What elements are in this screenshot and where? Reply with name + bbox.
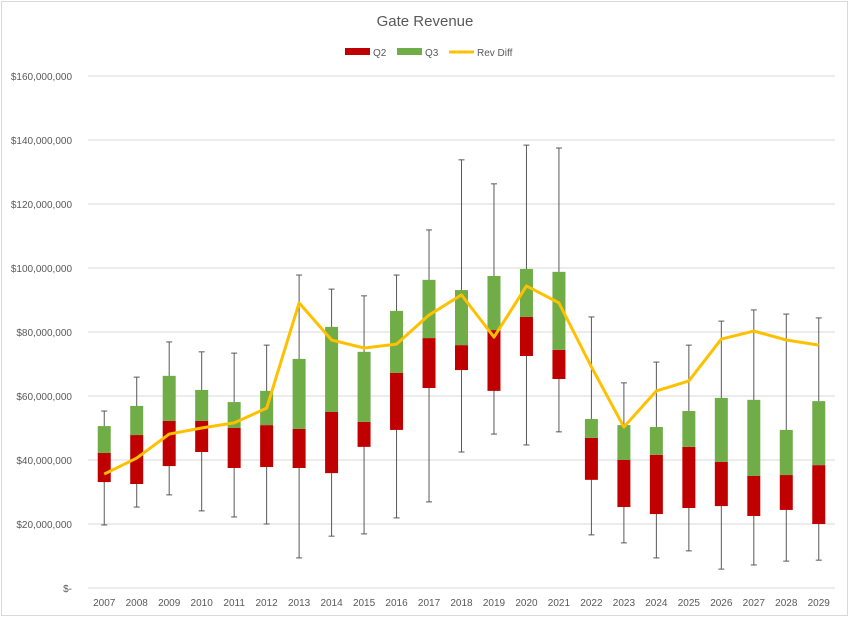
x-tick-label: 2022 [580,598,603,609]
box-q3 [195,389,209,421]
x-tick-label: 2010 [191,598,214,609]
x-tick-label: 2007 [93,598,116,609]
box-q2 [97,452,111,483]
y-tick-label: $80,000,000 [16,328,72,339]
legend-label-rev-diff: Rev Diff [477,48,513,59]
box-q3 [649,427,663,455]
box-q3 [812,401,826,466]
box-q3 [682,411,696,447]
chart-title: Gate Revenue [377,13,474,30]
y-tick-label: $120,000,000 [11,200,73,211]
box-q2 [292,428,306,468]
box-q3 [779,429,793,476]
box-q3 [97,426,111,453]
x-tick-label: 2012 [256,598,279,609]
legend: Q2 Q3 Rev Diff [345,48,513,59]
x-tick-label: 2009 [158,598,181,609]
x-tick-label: 2020 [515,598,538,609]
box-q2 [227,428,241,468]
x-tick-label: 2021 [548,598,571,609]
box-q3 [617,425,631,460]
box-q3 [455,290,468,346]
legend-swatch-q3 [397,48,422,55]
box-q2 [552,349,566,380]
box-q2 [812,465,826,524]
y-tick-label: $100,000,000 [11,264,73,275]
box-q2 [162,420,176,467]
y-tick-label: $20,000,000 [16,520,72,531]
box-q3 [747,399,761,476]
box-q3 [584,419,598,438]
box-q2 [260,425,274,468]
legend-label-q2: Q2 [373,48,387,59]
box-q3 [487,276,501,331]
y-tick-label: $160,000,000 [11,72,73,83]
box-q2 [747,476,761,516]
box-q3 [519,268,533,317]
box-q2 [584,437,598,480]
x-tick-label: 2029 [808,598,831,609]
y-tick-label: $- [63,584,72,595]
x-tick-label: 2014 [320,598,343,609]
box-q2 [325,412,339,474]
x-tick-label: 2017 [418,598,441,609]
box-q2 [649,454,663,515]
box-q2 [779,475,793,510]
box-q3 [422,279,436,339]
x-tick-label: 2023 [613,598,636,609]
box-q2 [714,461,728,507]
y-tick-label: $40,000,000 [16,456,72,467]
box-q2 [357,421,371,447]
box-q2 [617,460,631,508]
x-tick-label: 2019 [483,598,506,609]
x-tick-label: 2011 [223,598,245,609]
box-q3 [162,375,176,421]
x-tick-label: 2016 [385,598,408,609]
box-q3 [325,326,339,412]
box-q2 [455,345,468,371]
legend-swatch-q2 [345,48,370,55]
box-q3 [130,405,144,436]
box-q2 [519,316,533,356]
box-q2 [195,420,209,452]
box-q2 [682,446,696,508]
box-q3 [714,397,728,462]
box-q3 [390,310,404,373]
box-q2 [422,338,436,388]
x-tick-label: 2013 [288,598,311,609]
legend-label-q3: Q3 [425,48,439,59]
box-q3 [357,351,371,422]
y-tick-label: $60,000,000 [16,392,72,403]
x-tick-label: 2027 [743,598,766,609]
x-tick-label: 2025 [678,598,701,609]
box-q3 [552,271,566,350]
x-tick-label: 2026 [710,598,733,609]
y-tick-label: $140,000,000 [11,136,73,147]
x-tick-label: 2028 [775,598,798,609]
x-tick-label: 2015 [353,598,376,609]
box-q3 [292,358,306,429]
box-q2 [487,330,501,391]
x-tick-label: 2008 [126,598,149,609]
box-q2 [390,372,404,430]
x-tick-label: 2018 [450,598,473,609]
x-tick-label: 2024 [645,598,668,609]
